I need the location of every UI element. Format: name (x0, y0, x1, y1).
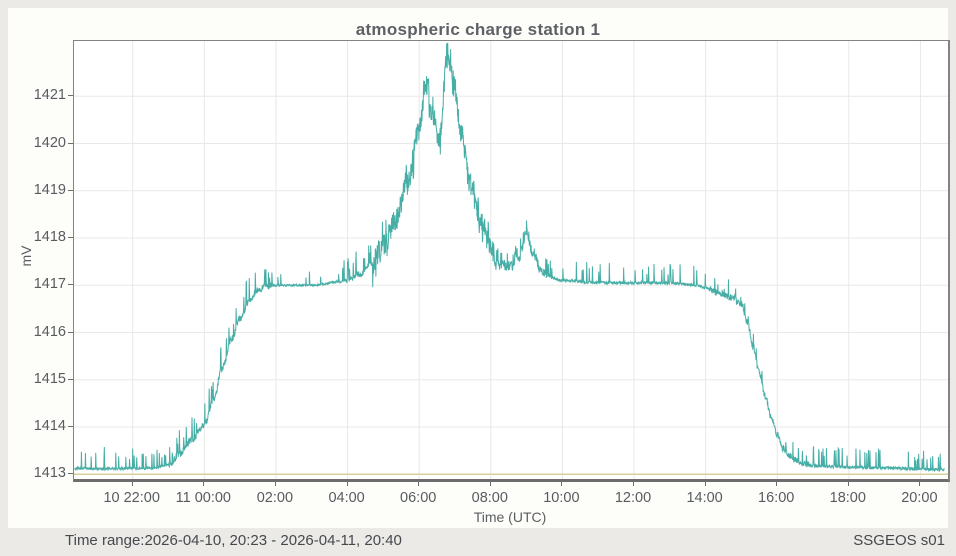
x-tick-label: 04:00 (328, 490, 365, 506)
y-tick-mark (68, 426, 73, 427)
x-tick-label: 11 00:00 (175, 490, 231, 506)
y-tick-label: 1414 (33, 418, 66, 434)
y-tick-mark (68, 95, 73, 97)
status-bar: Time range:2026-04-10, 20:23 - 2026-04-1… (0, 528, 956, 556)
x-tick-mark (203, 481, 205, 486)
x-tick-label: 20:00 (901, 490, 938, 506)
x-tick-mark (776, 481, 778, 486)
y-tick-mark (68, 378, 73, 380)
x-tick-mark (847, 481, 849, 486)
y-tick-label: 1416 (33, 323, 66, 340)
chart-title: atmospheric charge station 1 (355, 20, 601, 39)
x-tick-label: 16:00 (758, 490, 795, 506)
y-tick-label: 1419 (33, 181, 66, 198)
x-tick-mark (561, 481, 563, 486)
chart-canvas (74, 41, 948, 479)
x-tick-mark (274, 481, 276, 486)
x-tick-mark (704, 481, 706, 486)
y-tick-mark (68, 189, 73, 191)
y-tick-mark (68, 237, 73, 238)
x-tick-mark (346, 481, 348, 486)
y-tick-label: 1421 (33, 87, 66, 104)
y-tick-label: 1417 (33, 276, 66, 293)
x-tick-mark (919, 481, 921, 486)
x-axis-title: Time (UTC) (473, 509, 547, 525)
x-tick-mark (418, 481, 420, 486)
y-tick-mark (68, 331, 73, 333)
y-tick-label: 1418 (33, 229, 66, 245)
x-tick-label: 10 22:00 (103, 490, 160, 506)
x-tick-label: 08:00 (471, 490, 508, 506)
data-series-line (74, 42, 945, 473)
x-tick-label: 06:00 (400, 490, 437, 506)
y-tick-label: 1415 (33, 370, 66, 387)
plot-area (73, 40, 950, 482)
x-tick-label: 18:00 (829, 490, 866, 506)
y-tick-label: 1413 (33, 465, 66, 482)
y-tick-mark (68, 284, 73, 286)
x-tick-label: 02:00 (256, 490, 294, 506)
y-tick-mark (68, 142, 73, 144)
y-tick-mark (68, 473, 73, 475)
x-tick-mark (489, 481, 491, 486)
x-tick-label: 12:00 (614, 490, 652, 506)
x-tick-label: 14:00 (686, 490, 723, 506)
time-range-text: Time range:2026-04-10, 20:23 - 2026-04-1… (65, 532, 402, 549)
x-tick-mark (633, 481, 634, 486)
y-tick-label: 1420 (33, 134, 66, 151)
x-tick-label: 10:00 (543, 490, 580, 506)
station-id-text: SSGEOS s01 (853, 532, 945, 549)
x-tick-mark (131, 481, 133, 486)
chart-panel: atmospheric charge station 1 mV 1413 1414… (8, 8, 950, 528)
